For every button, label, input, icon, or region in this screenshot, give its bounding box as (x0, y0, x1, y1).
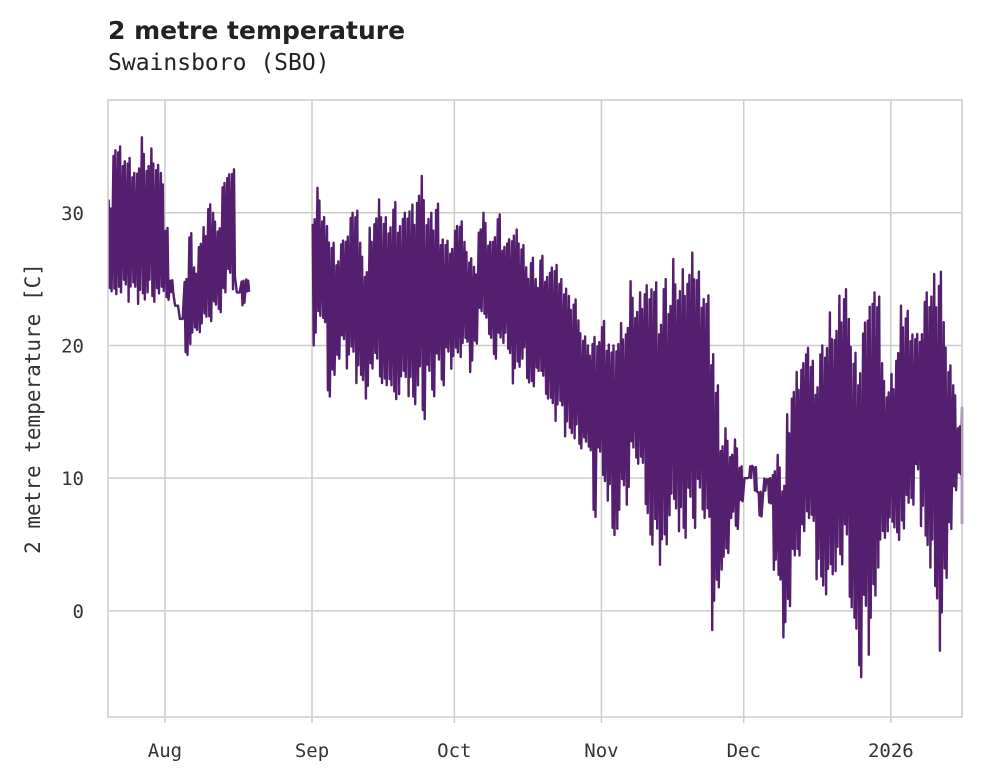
x-tick-label: 2026 (868, 740, 914, 762)
y-tick-label: 30 (61, 203, 84, 225)
y-tick-label: 0 (73, 601, 84, 623)
axis-ticks: 0 10 20 30 Aug Sep Oct Nov Dec 2026 (61, 203, 914, 762)
x-tick-label: Sep (295, 740, 329, 762)
y-tick-label: 10 (61, 468, 84, 490)
x-tick-label: Aug (148, 740, 182, 762)
temperature-series-line (107, 136, 964, 679)
x-tick-label: Dec (727, 740, 761, 762)
y-axis-label: 2 metre temperature [C] (21, 263, 45, 554)
x-tick-label: Nov (584, 740, 618, 762)
plot-frame (107, 99, 963, 718)
y-tick-label: 20 (61, 335, 84, 357)
chart-subtitle: Swainsboro (SBO) (108, 50, 330, 76)
chart-title: 2 metre temperature (108, 16, 406, 45)
x-tick-label: Oct (437, 740, 471, 762)
